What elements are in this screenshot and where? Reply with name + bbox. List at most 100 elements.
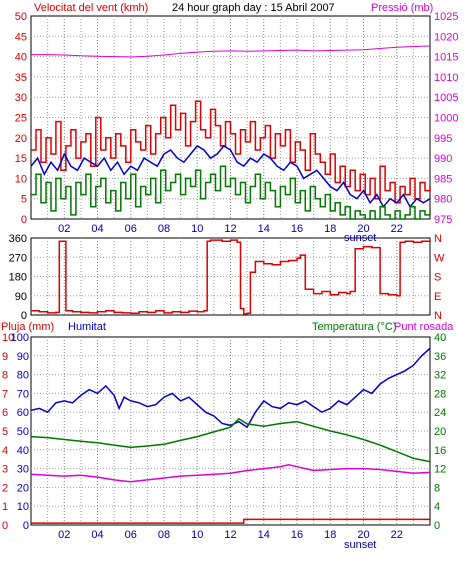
rain-tick-label: 2 bbox=[2, 482, 8, 494]
rain-tick-label: 9 bbox=[2, 351, 8, 363]
rain-tick-label: 10 bbox=[2, 332, 14, 344]
series-gust-line bbox=[31, 100, 431, 204]
pressure-tick-label: 1005 bbox=[434, 92, 458, 104]
wind-tick-label: 20 bbox=[15, 133, 27, 145]
rain-tick-label: 1 bbox=[2, 501, 8, 513]
wind-tick-label: 5 bbox=[21, 194, 27, 206]
hour-tick-label: 10 bbox=[191, 529, 203, 541]
wind-tick-label: 45 bbox=[15, 31, 27, 43]
direction-tick-label: 180 bbox=[9, 272, 27, 284]
pressure-tick-label: 1025 bbox=[434, 11, 458, 23]
direction-tick-label: 360 bbox=[9, 233, 27, 245]
panel-wind-tick-labels: 0 5 10 15 20 25 30 35 40 45 50 975 980 985 990 995 1000 1… bbox=[15, 11, 459, 244]
humidity-tick-label: 40 bbox=[17, 445, 29, 457]
pressure-tick-label: 985 bbox=[434, 173, 452, 185]
panel-direction-series bbox=[31, 239, 431, 315]
temperature-tick-label: 40 bbox=[434, 332, 446, 344]
series-mean-line bbox=[30, 144, 431, 209]
pressure-tick-label: 980 bbox=[434, 194, 452, 206]
wind-tick-label: 50 bbox=[15, 11, 27, 23]
humidity-tick-label: 50 bbox=[17, 426, 29, 438]
hour-tick-label: 08 bbox=[158, 223, 170, 235]
wind-axis-label: Velocitat del vent (kmh) bbox=[34, 2, 148, 14]
humidity-tick-label: 80 bbox=[17, 370, 29, 382]
panel-rain-series bbox=[30, 347, 431, 524]
humidity-tick-label: 30 bbox=[17, 464, 29, 476]
temperature-axis-label: Temperatura (°C) bbox=[312, 321, 396, 333]
compass-tick-label: N bbox=[434, 310, 442, 322]
humidity-tick-label: 0 bbox=[23, 520, 29, 532]
hour-tick-label: 06 bbox=[125, 529, 137, 541]
humidity-tick-label: 60 bbox=[17, 407, 29, 419]
compass-tick-label: W bbox=[434, 252, 445, 264]
hour-tick-label: 22 bbox=[391, 223, 403, 235]
wind-tick-label: 15 bbox=[15, 153, 27, 165]
rain-tick-label: 7 bbox=[2, 388, 8, 400]
series-temperature-line bbox=[30, 417, 431, 463]
wind-tick-label: 25 bbox=[15, 113, 27, 125]
series-pressure-line bbox=[31, 45, 431, 58]
compass-tick-label: N bbox=[434, 233, 442, 245]
temperature-tick-label: 4 bbox=[434, 501, 440, 513]
hour-tick-label: 18 bbox=[324, 529, 336, 541]
hour-tick-label: 22 bbox=[391, 529, 403, 541]
direction-tick-label: 270 bbox=[9, 252, 27, 264]
compass-tick-label: S bbox=[434, 272, 441, 284]
chart-title: 24 hour graph day : 15 Abril 2007 bbox=[172, 2, 335, 14]
temperature-tick-label: 24 bbox=[434, 407, 446, 419]
pressure-axis-label: Pressió (mb) bbox=[371, 2, 433, 14]
series-direction-line bbox=[31, 239, 431, 315]
hour-tick-label: 10 bbox=[191, 223, 203, 235]
sunset-label: sunset bbox=[344, 232, 376, 244]
temperature-tick-label: 28 bbox=[434, 388, 446, 400]
pressure-tick-label: 995 bbox=[434, 133, 452, 145]
humidity-tick-label: 10 bbox=[17, 501, 29, 513]
humidity-tick-label: 100 bbox=[11, 332, 29, 344]
temperature-tick-label: 36 bbox=[434, 351, 446, 363]
wind-tick-label: 40 bbox=[15, 52, 27, 64]
hour-tick-label: 14 bbox=[258, 529, 270, 541]
series-rain-line bbox=[31, 518, 430, 524]
wind-tick-label: 35 bbox=[15, 72, 27, 84]
pressure-tick-label: 1000 bbox=[434, 113, 458, 125]
pressure-tick-label: 975 bbox=[434, 214, 452, 226]
hour-tick-label: 20 bbox=[357, 223, 369, 235]
hour-tick-label: 18 bbox=[324, 223, 336, 235]
pressure-tick-label: 1010 bbox=[434, 72, 458, 84]
direction-tick-label: 0 bbox=[21, 310, 27, 322]
sunset-label: sunset bbox=[344, 539, 376, 551]
hour-tick-label: 16 bbox=[291, 223, 303, 235]
temperature-tick-label: 0 bbox=[434, 520, 440, 532]
temperature-tick-label: 12 bbox=[434, 464, 446, 476]
rain-tick-label: 6 bbox=[2, 407, 8, 419]
humidity-tick-label: 90 bbox=[17, 351, 29, 363]
wind-tick-label: 10 bbox=[15, 173, 27, 185]
dewpoint-axis-label: Punt rosada bbox=[394, 321, 454, 333]
rain-tick-label: 0 bbox=[2, 520, 8, 532]
pressure-tick-label: 990 bbox=[434, 153, 452, 165]
direction-tick-label: 90 bbox=[15, 291, 27, 303]
humidity-tick-label: 70 bbox=[17, 388, 29, 400]
humidity-tick-label: 20 bbox=[17, 482, 29, 494]
temperature-tick-label: 32 bbox=[434, 370, 446, 382]
hour-tick-label: 20 bbox=[357, 529, 369, 541]
rain-tick-label: 3 bbox=[2, 464, 8, 476]
temperature-tick-label: 16 bbox=[434, 445, 446, 457]
hour-tick-label: 04 bbox=[91, 223, 103, 235]
humidity-axis-label: Humitat bbox=[68, 321, 106, 333]
hour-tick-label: 12 bbox=[224, 529, 236, 541]
series-dewpoint-line bbox=[30, 464, 431, 483]
hour-tick-label: 02 bbox=[58, 529, 70, 541]
rain-axis-label: Pluja (mm) bbox=[1, 321, 54, 333]
rain-tick-label: 8 bbox=[2, 370, 8, 382]
series-humidity-line bbox=[30, 347, 431, 429]
pressure-tick-label: 1020 bbox=[434, 31, 458, 43]
wind-tick-label: 0 bbox=[21, 214, 27, 226]
hour-tick-label: 04 bbox=[91, 529, 103, 541]
wind-tick-label: 30 bbox=[15, 92, 27, 104]
hour-tick-label: 12 bbox=[224, 223, 236, 235]
temperature-tick-label: 8 bbox=[434, 482, 440, 494]
